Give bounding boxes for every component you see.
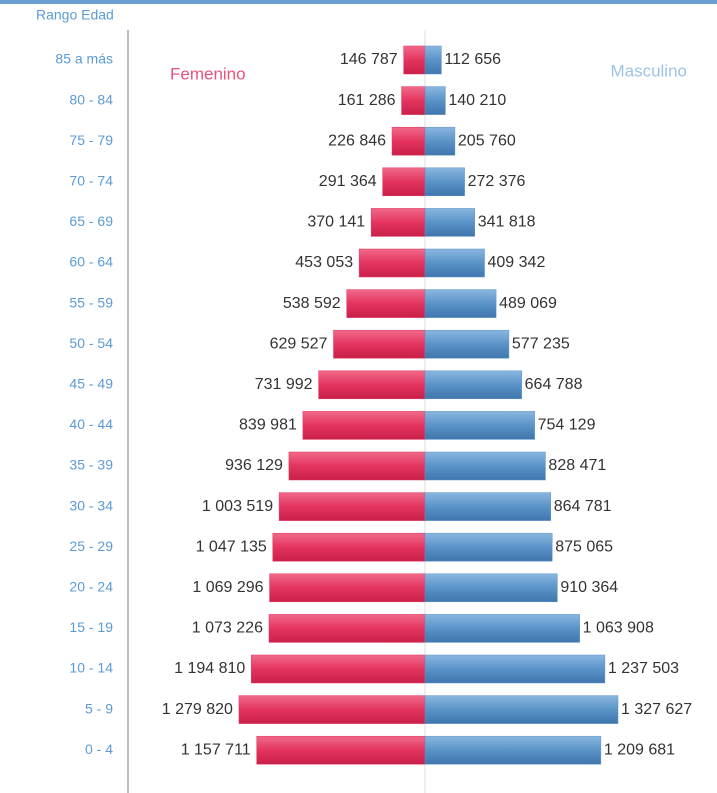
bar xyxy=(238,695,426,724)
bar xyxy=(424,695,619,724)
data-label: 1 157 711 xyxy=(181,741,251,758)
bar xyxy=(288,451,426,481)
data-label: 409 342 xyxy=(488,254,546,271)
bar xyxy=(424,248,485,278)
y-tick-label: 30 - 34 xyxy=(69,497,113,513)
data-label: 1 327 627 xyxy=(621,701,692,718)
bar xyxy=(358,248,426,278)
bar xyxy=(424,492,551,521)
data-label: 1 073 226 xyxy=(192,620,263,637)
y-tick-label: 85 a más xyxy=(55,51,113,67)
bar xyxy=(424,451,546,481)
y-tick-label: 60 - 64 xyxy=(69,254,113,270)
bar xyxy=(424,126,456,156)
bar xyxy=(424,167,465,197)
bar xyxy=(424,532,553,562)
data-label: 754 129 xyxy=(538,417,596,434)
bar xyxy=(424,329,510,359)
data-label: 370 141 xyxy=(307,214,365,231)
data-label: 936 129 xyxy=(225,457,283,474)
data-label: 146 787 xyxy=(340,51,398,68)
data-label: 538 592 xyxy=(283,295,341,312)
data-label: 875 065 xyxy=(555,538,613,555)
y-tick-label: 15 - 19 xyxy=(69,619,113,635)
y-tick-label: 35 - 39 xyxy=(69,457,113,473)
data-label: 205 760 xyxy=(458,132,516,149)
data-label: 910 364 xyxy=(560,579,618,596)
data-label: 140 210 xyxy=(448,92,506,109)
bar xyxy=(424,289,497,318)
bar xyxy=(424,411,535,440)
data-label: 161 286 xyxy=(338,92,396,109)
legend-label: Masculino xyxy=(610,61,687,80)
bar xyxy=(268,614,426,643)
top-band xyxy=(0,0,717,4)
data-label: 272 376 xyxy=(468,173,526,190)
bar xyxy=(302,411,426,440)
y-tick-label: 70 - 74 xyxy=(69,173,113,189)
bar xyxy=(278,492,426,521)
data-label: 828 471 xyxy=(548,457,606,474)
y-tick-label: 75 - 79 xyxy=(69,132,113,148)
y-tick-label: 5 - 9 xyxy=(85,700,113,716)
bar xyxy=(382,167,426,197)
y-tick-label: 25 - 29 xyxy=(69,538,113,554)
y-tick-label: 0 - 4 xyxy=(85,741,113,757)
bar xyxy=(272,532,426,562)
bar xyxy=(403,45,426,75)
data-label: 1 047 135 xyxy=(196,538,267,555)
data-label: 731 992 xyxy=(255,376,313,393)
data-label: 226 846 xyxy=(328,132,386,149)
bar xyxy=(391,126,426,156)
bar xyxy=(424,573,558,603)
bar xyxy=(256,735,426,765)
bar xyxy=(424,735,602,765)
data-label: 664 788 xyxy=(525,376,583,393)
data-label: 1 063 908 xyxy=(583,620,654,637)
data-label: 341 818 xyxy=(478,214,536,231)
y-tick-label: 10 - 14 xyxy=(69,660,113,676)
y-tick-label: 50 - 54 xyxy=(69,335,113,351)
data-label: 453 053 xyxy=(295,254,353,271)
bar xyxy=(269,573,426,603)
y-tick-label: 45 - 49 xyxy=(69,376,113,392)
y-tick-label: 40 - 44 xyxy=(69,416,113,432)
y-tick-label: 65 - 69 xyxy=(69,213,113,229)
data-label: 864 781 xyxy=(554,498,612,515)
data-label: 629 527 xyxy=(270,335,328,352)
data-label: 577 235 xyxy=(512,335,570,352)
y-tick-label: 80 - 84 xyxy=(69,91,113,107)
bar xyxy=(424,370,522,400)
y-tick-label: 55 - 59 xyxy=(69,294,113,310)
bar xyxy=(333,329,426,359)
bar xyxy=(424,45,442,75)
legend-label: Femenino xyxy=(170,64,246,83)
bar xyxy=(346,289,426,318)
data-label: 1 209 681 xyxy=(604,741,675,758)
bar xyxy=(424,614,580,643)
bar xyxy=(318,370,426,400)
data-label: 291 364 xyxy=(319,173,377,190)
bar xyxy=(370,208,426,237)
bar xyxy=(251,654,426,684)
axis-title: Rango Edad xyxy=(36,7,114,23)
data-label: 1 237 503 xyxy=(608,660,679,677)
data-label: 489 069 xyxy=(499,295,557,312)
data-label: 1 194 810 xyxy=(174,660,245,677)
data-label: 112 656 xyxy=(444,51,501,68)
bar xyxy=(424,654,606,684)
data-label: 1 279 820 xyxy=(162,701,233,718)
data-label: 839 981 xyxy=(239,417,297,434)
data-label: 1 069 296 xyxy=(192,579,263,596)
bar xyxy=(424,208,475,237)
bar xyxy=(424,86,446,115)
y-tick-label: 20 - 24 xyxy=(69,579,113,595)
bar xyxy=(401,86,426,115)
data-label: 1 003 519 xyxy=(202,498,273,515)
